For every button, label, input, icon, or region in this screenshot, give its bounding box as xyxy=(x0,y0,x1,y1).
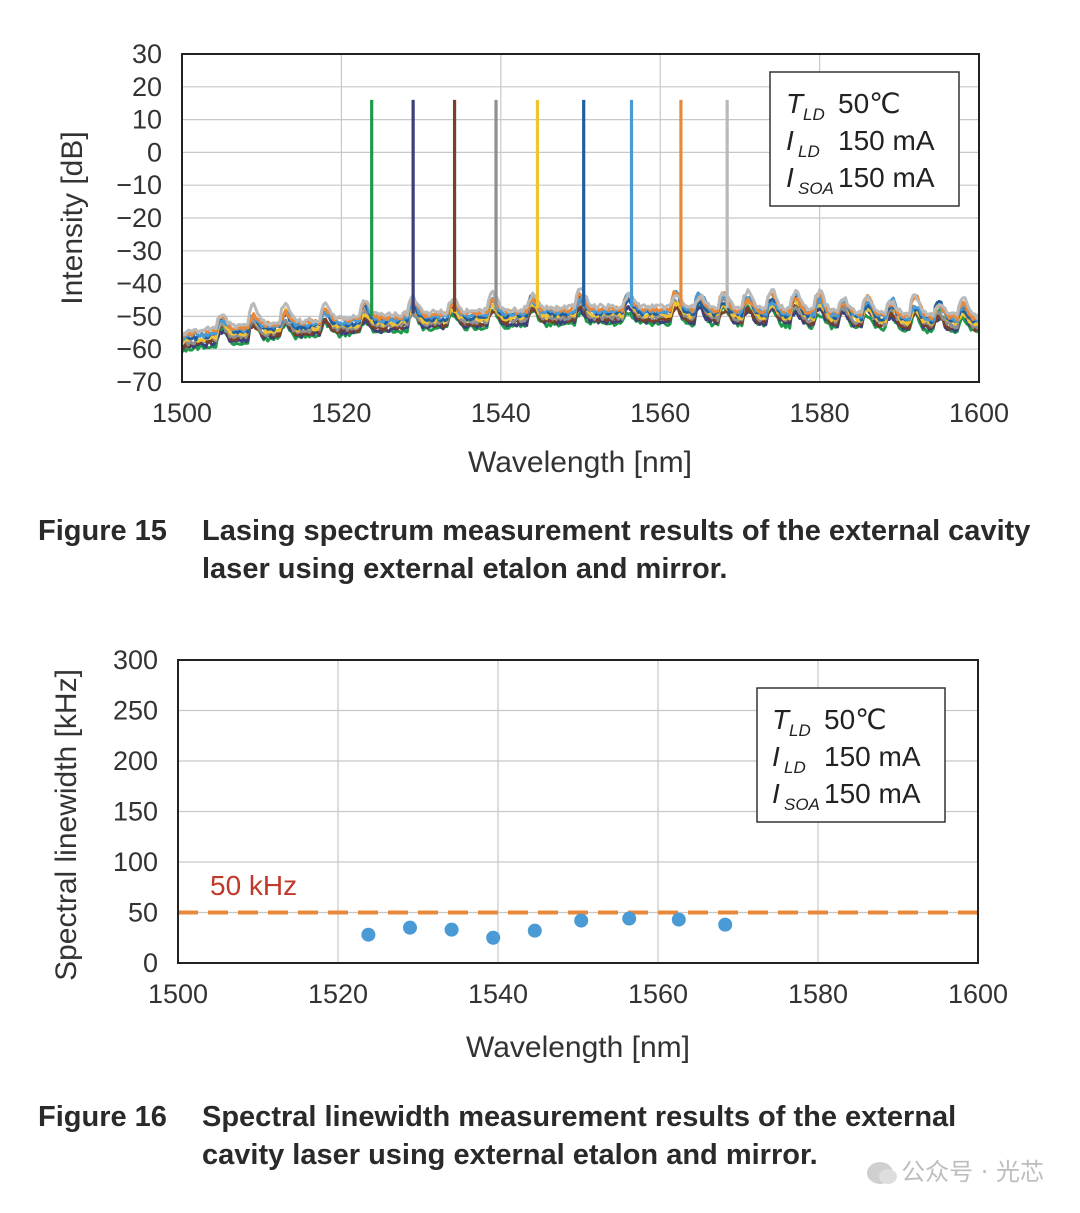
figure-caption-text: Lasing spectrum measurement results of t… xyxy=(202,515,1031,585)
y-tick-label: −60 xyxy=(116,334,162,364)
legend-value: 150 mA xyxy=(824,778,921,809)
linewidth-data-point xyxy=(527,923,542,938)
y-tick-label: 150 xyxy=(113,797,158,827)
legend-subscript: LD xyxy=(789,721,811,740)
figure-caption-text: Spectral linewidth measurement results o… xyxy=(202,1101,957,1171)
x-tick-label: 1520 xyxy=(308,979,368,1009)
linewidth-data-point xyxy=(718,917,733,932)
y-tick-label: −30 xyxy=(116,236,162,266)
legend-subscript: LD xyxy=(798,142,820,161)
x-tick-label: 1580 xyxy=(790,398,850,428)
legend-symbol: I xyxy=(772,778,780,809)
x-tick-label: 1500 xyxy=(152,398,212,428)
x-axis-label: Wavelength [nm] xyxy=(468,446,692,479)
y-axis-label: Spectral linewidth [kHz] xyxy=(50,669,83,981)
y-axis-label: Intensity [dB] xyxy=(56,131,89,304)
linewidth-data-point xyxy=(361,927,376,942)
y-tick-label: −70 xyxy=(116,367,162,397)
wechat-icon xyxy=(867,1162,898,1184)
linewidth-data-point xyxy=(403,920,417,935)
legend-value: 150 mA xyxy=(824,741,921,772)
intensity-chart: 1500 1520 1540 1560 1580 1600 3020100−10−20−30… xyxy=(56,39,1009,479)
figure-number: Figure 15 xyxy=(38,515,167,547)
figure-number: Figure 16 xyxy=(38,1101,167,1133)
x-tick-label: 1600 xyxy=(948,979,1008,1009)
y-tick-label: 100 xyxy=(113,847,158,877)
y-tick-label: −20 xyxy=(116,203,162,233)
x-tick-label: 1600 xyxy=(949,398,1009,428)
legend-subscript: LD xyxy=(784,758,806,777)
linewidth-data-point xyxy=(574,913,589,928)
legend-symbol: I xyxy=(786,125,794,156)
legend-subscript: LD xyxy=(803,105,825,124)
spectrum-series-trace xyxy=(182,286,979,337)
legend-symbol: I xyxy=(772,741,780,772)
linewidth-chart: 1500 1520 1540 1560 1580 1600 300 250 200 150 100 5… xyxy=(50,645,1008,1064)
linewidth-data-point xyxy=(444,922,459,937)
y-tick-label: −50 xyxy=(116,301,162,331)
reference-line-label: 50 kHz xyxy=(210,870,297,901)
x-tick-label: 1500 xyxy=(148,979,208,1009)
y-tick-label: 0 xyxy=(143,948,158,978)
legend-symbol: T xyxy=(772,704,791,735)
y-tick-label: 30 xyxy=(132,39,162,69)
legend-value: 50℃ xyxy=(838,88,901,119)
legend-symbol: T xyxy=(786,88,805,119)
x-tick-label: 1540 xyxy=(468,979,528,1009)
legend-symbol: I xyxy=(786,162,794,193)
legend-box: T LD 50℃I LD 150 mAI SOA 150 mA xyxy=(769,71,960,207)
y-tick-label: −10 xyxy=(116,170,162,200)
y-tick-label: 0 xyxy=(147,137,162,167)
legend-value: 50℃ xyxy=(824,704,887,735)
y-tick-label: 10 xyxy=(132,105,162,135)
x-tick-label: 1560 xyxy=(630,398,690,428)
y-tick-label: 300 xyxy=(113,645,158,675)
plot-frame xyxy=(181,53,980,383)
legend-box: T LD 50℃I LD 150 mAI SOA 150 mA xyxy=(756,687,946,823)
legend-value: 150 mA xyxy=(838,125,935,156)
linewidth-data-point xyxy=(622,911,637,926)
plot-frame xyxy=(177,659,979,964)
linewidth-data-point xyxy=(671,912,686,927)
legend-subscript: SOA xyxy=(798,179,834,198)
x-tick-label: 1580 xyxy=(788,979,848,1009)
legend-value: 150 mA xyxy=(838,162,935,193)
x-tick-label: 1560 xyxy=(628,979,688,1009)
y-tick-label: 50 xyxy=(128,898,158,928)
x-tick-label: 1520 xyxy=(311,398,371,428)
y-tick-label: −40 xyxy=(116,269,162,299)
x-axis-label: Wavelength [nm] xyxy=(466,1031,690,1064)
y-tick-label: 200 xyxy=(113,746,158,776)
y-tick-label: 250 xyxy=(113,696,158,726)
watermark-text: 公众号 · 光芯 xyxy=(901,1158,1044,1186)
linewidth-data-point xyxy=(486,930,501,945)
legend-subscript: SOA xyxy=(784,795,820,814)
x-tick-label: 1540 xyxy=(471,398,531,428)
y-tick-label: 20 xyxy=(132,72,162,102)
watermark: 公众号 · 光芯 xyxy=(867,1152,1044,1187)
